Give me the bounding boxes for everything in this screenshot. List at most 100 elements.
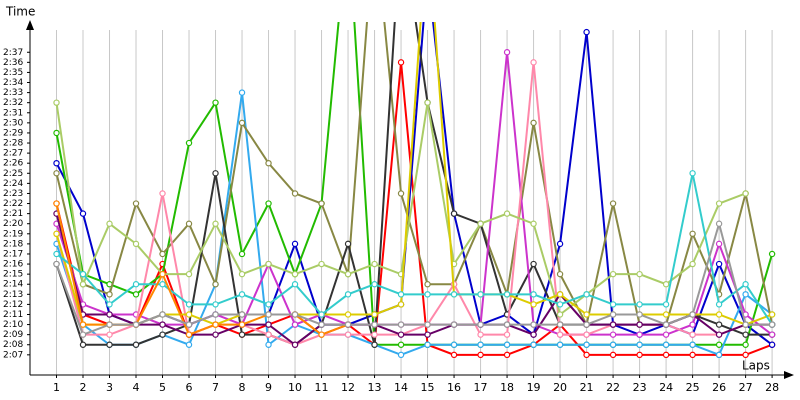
point: [583, 341, 590, 348]
y-tick-label: 2:18: [3, 239, 23, 249]
x-tick-label: 21: [580, 381, 594, 394]
x-axis-title: Laps: [742, 359, 770, 373]
point: [344, 311, 352, 318]
point: [397, 190, 405, 197]
point: [503, 210, 511, 217]
x-tick-label: 19: [527, 381, 541, 394]
x-tick-label: 17: [474, 381, 488, 394]
point: [371, 331, 378, 338]
point: [265, 311, 272, 318]
x-tick-label: 23: [633, 381, 647, 394]
x-tick-label: 8: [239, 381, 246, 394]
point: [318, 260, 325, 268]
x-tick-label: 20: [553, 381, 567, 394]
point: [291, 240, 299, 248]
point: [609, 200, 617, 207]
point: [106, 331, 113, 338]
point: [79, 341, 87, 348]
x-tick-label: 3: [106, 381, 113, 394]
point: [185, 301, 193, 308]
point: [636, 331, 643, 338]
point: [530, 59, 537, 66]
point: [477, 321, 484, 328]
series-line: [55, 173, 773, 326]
point: [530, 291, 537, 298]
plot-area: [53, 22, 776, 359]
point: [503, 321, 511, 328]
point: [556, 341, 564, 348]
y-tick-label: 2:28: [3, 139, 23, 149]
point: [53, 230, 60, 237]
point: [265, 260, 272, 268]
point: [477, 351, 484, 359]
point: [636, 321, 643, 328]
point: [159, 270, 166, 278]
point: [715, 260, 723, 268]
x-tick-label: 11: [315, 381, 329, 394]
point: [636, 351, 643, 359]
x-tick-label: 27: [739, 381, 753, 394]
point: [556, 311, 564, 318]
point: [79, 281, 87, 288]
point: [768, 341, 776, 348]
x-tick-label: 2: [80, 381, 87, 394]
point: [106, 311, 113, 318]
point: [185, 270, 193, 278]
point: [212, 99, 219, 106]
point: [53, 99, 60, 106]
point: [371, 341, 378, 348]
point: [53, 200, 60, 207]
y-tick-label: 2:23: [3, 189, 23, 199]
y-tick-label: 2:29: [3, 128, 23, 138]
x-tick-label: 4: [133, 381, 140, 394]
point: [212, 170, 219, 177]
point: [238, 89, 246, 96]
point: [662, 311, 670, 318]
x-tick-label: 28: [765, 381, 779, 394]
point: [689, 331, 696, 338]
point: [106, 321, 113, 328]
point: [583, 321, 590, 328]
x-tick-label: 5: [159, 381, 166, 394]
y-tick-label: 2:08: [3, 340, 23, 350]
point: [318, 321, 325, 328]
point: [397, 331, 405, 338]
point: [397, 301, 405, 308]
point: [742, 321, 749, 328]
point: [132, 240, 140, 248]
point: [159, 190, 166, 197]
point: [768, 321, 776, 328]
series-line: [55, 219, 773, 336]
point: [715, 351, 723, 359]
series-line: [55, 22, 773, 326]
point: [53, 170, 60, 177]
point: [212, 311, 219, 318]
point: [344, 331, 352, 338]
point: [424, 341, 431, 348]
point: [106, 291, 113, 298]
point: [768, 331, 776, 338]
point: [132, 321, 140, 328]
y-tick-label: 2:31: [3, 108, 23, 118]
series-line: [55, 213, 773, 346]
point: [715, 301, 723, 308]
point: [265, 341, 272, 348]
y-tick-label: 2:13: [3, 290, 23, 300]
point: [609, 301, 617, 308]
x-tick-label: 22: [606, 381, 620, 394]
point: [503, 331, 511, 338]
point: [318, 311, 325, 318]
point: [636, 270, 643, 278]
point: [503, 341, 511, 348]
series-line: [55, 203, 349, 336]
x-tick-label: 24: [659, 381, 673, 394]
point: [715, 200, 723, 207]
y-tick-label: 2:37: [3, 48, 23, 58]
y-axis-title: Time: [5, 5, 35, 19]
point: [265, 331, 272, 338]
y-tick-label: 2:25: [3, 169, 23, 179]
point: [371, 311, 378, 318]
point: [609, 341, 617, 348]
y-tick-label: 2:19: [3, 229, 23, 239]
